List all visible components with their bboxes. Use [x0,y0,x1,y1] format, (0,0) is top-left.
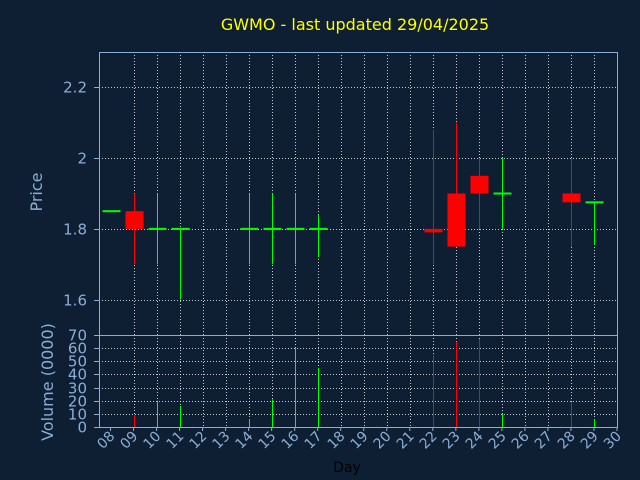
candle-body [493,192,512,195]
volume-tick-label: 0 [77,419,87,437]
price-axis-label: Price [27,172,46,211]
candle [263,193,282,265]
candle-body [447,193,466,247]
price-tick-label: 1.8 [63,221,87,239]
candle-body [148,227,167,230]
volume-bars [134,338,595,427]
price-tick-labels: 1.6 1.8 2 2.2 [63,79,99,310]
candle-body [309,227,328,230]
price-tick-label: 2.2 [63,79,87,97]
volume-tick-label: 50 [68,353,87,371]
candle [148,193,167,265]
candle-body [240,227,259,230]
candle [470,158,489,229]
x-axis-label: Day [333,460,361,476]
candle [493,158,512,229]
candle-body [171,227,190,230]
candle [125,193,144,265]
candle [102,210,121,213]
candle [309,214,328,258]
candle-body [424,228,443,233]
candle [286,193,305,265]
volume-tick-label: 30 [68,380,87,398]
candle [424,129,443,265]
candle-body [562,193,581,203]
volume-tick-label: 10 [68,406,87,424]
price-tick-label: 2 [77,150,87,168]
candle-body [470,175,489,194]
volume-tick-label: 40 [68,366,87,384]
candle-body [125,211,144,229]
candle [171,227,190,300]
candles [102,122,604,300]
candle-body [286,227,305,230]
x-tick-labels: 08 09 10 11 12 13 14 15 16 17 18 19 20 21 22 23 24 25 26 27… [94,427,625,452]
candle [585,201,604,245]
volume-tick-label: 60 [68,340,87,358]
candle [562,158,581,247]
chart-title: GWMO - last updated 29/04/2025 [221,15,489,34]
volume-panel-frame [99,335,618,428]
price-tick-label: 1.6 [63,292,87,310]
volume-tick-label: 20 [68,393,87,411]
candle-body [102,210,121,213]
volume-tick-label: 70 [68,327,87,345]
candle-body [585,201,604,204]
candle [240,193,259,265]
candle [447,122,466,247]
volume-axis-label: Volume (0000) [38,323,57,441]
candle-body [263,227,282,230]
